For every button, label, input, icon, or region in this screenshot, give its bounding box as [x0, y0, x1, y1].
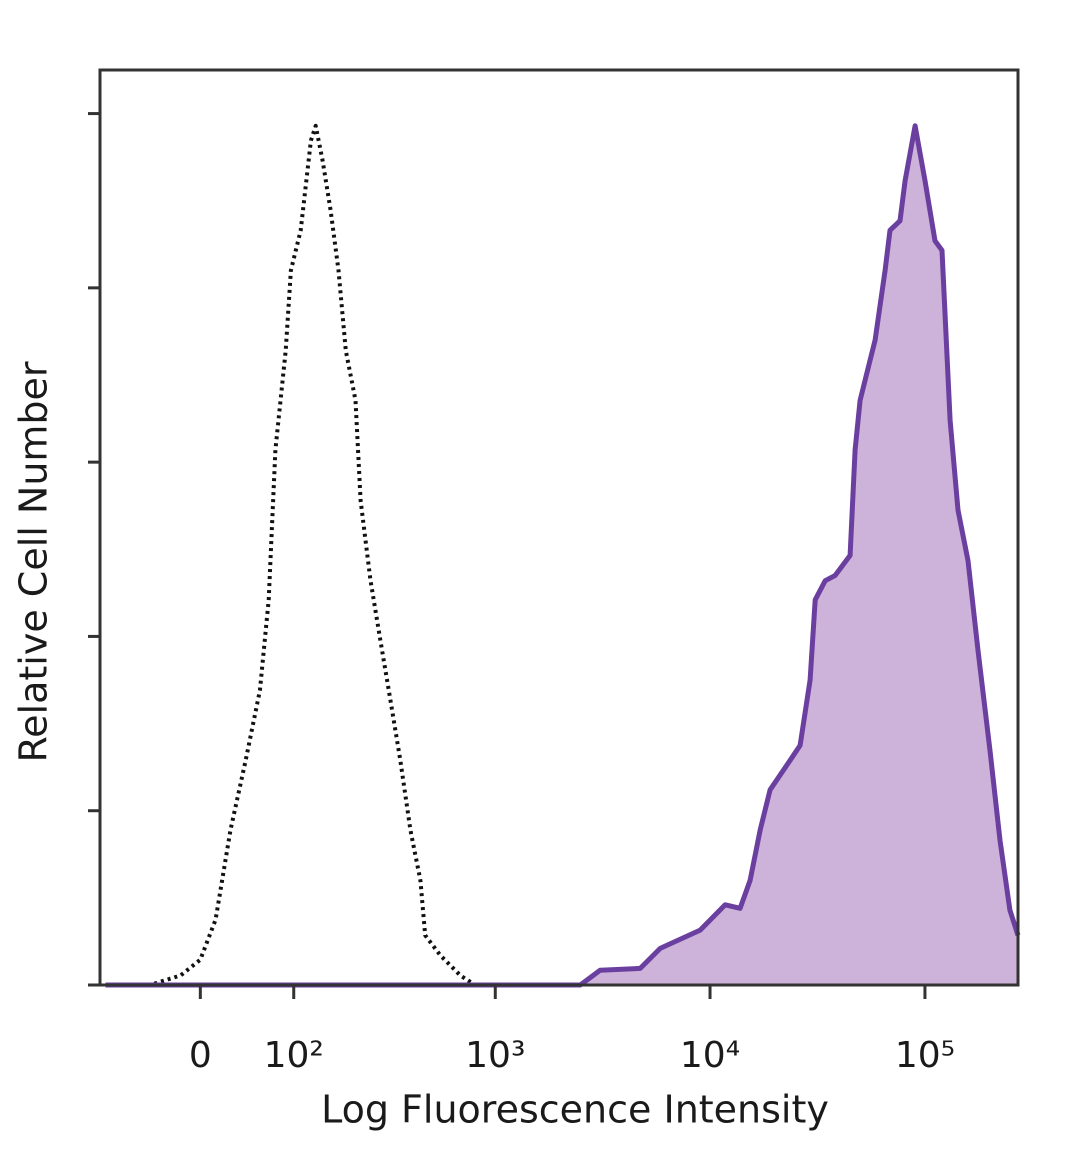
x-tick-label: 10⁴	[680, 1035, 740, 1076]
x-tick-label: 10⁵	[895, 1035, 955, 1076]
area	[105, 125, 1018, 986]
line	[105, 123, 477, 987]
x-axis-label: Log Fluorescence Intensity	[321, 1088, 829, 1132]
line	[105, 123, 1021, 988]
x-tick-label: 0	[189, 1035, 212, 1076]
plot-frame	[98, 68, 1020, 987]
y-axis-label: Relative Cell Number	[12, 361, 56, 762]
x-tick-label: 10³	[465, 1035, 525, 1076]
plot-area	[105, 123, 1021, 988]
x-tick-label: 10²	[264, 1035, 324, 1076]
